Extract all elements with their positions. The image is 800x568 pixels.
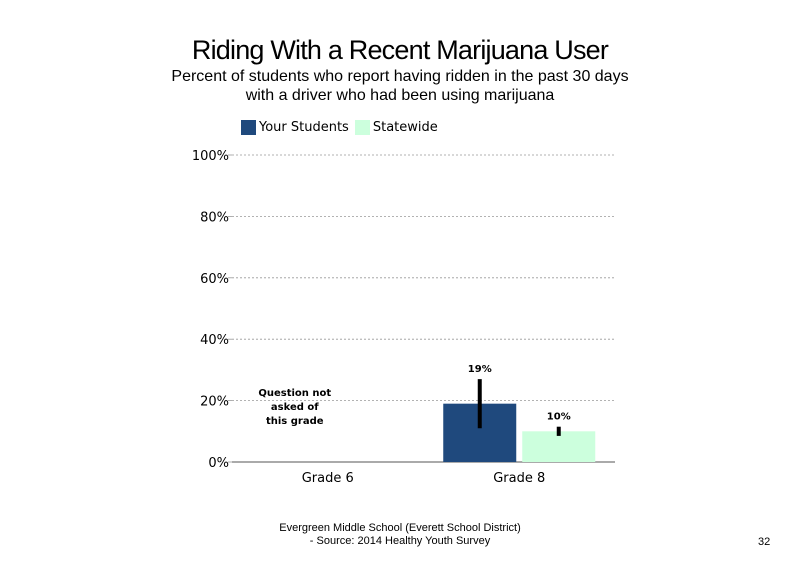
footer-source: - Source: 2014 Healthy Youth Survey bbox=[309, 535, 491, 547]
page-number: 32 bbox=[758, 536, 771, 548]
chart-title: Riding With a Recent Marijuana User bbox=[191, 35, 609, 65]
legend: Your Students Statewide bbox=[241, 119, 444, 136]
legend-label-your-students: Your Students bbox=[259, 120, 349, 135]
data-label: 19% bbox=[468, 364, 492, 375]
y-tick-label: 40% bbox=[200, 333, 229, 348]
legend-label-statewide: Statewide bbox=[372, 120, 438, 135]
annotation-line: this grade bbox=[266, 416, 324, 427]
x-category-label: Grade 6 bbox=[302, 471, 354, 486]
legend-item-your-students: Your Students bbox=[241, 120, 349, 135]
x-category-label: Grade 8 bbox=[493, 471, 545, 486]
legend-item-statewide: Statewide bbox=[354, 120, 438, 135]
bar-statewide bbox=[522, 431, 596, 462]
legend-swatch-your-students bbox=[241, 120, 256, 135]
y-tick-label: 80% bbox=[200, 210, 229, 225]
legend-swatch-statewide bbox=[354, 120, 370, 135]
y-tick-label: 0% bbox=[208, 456, 229, 471]
footer-school: Evergreen Middle School (Everett School … bbox=[279, 522, 521, 534]
annotation-line: Question not bbox=[258, 388, 331, 399]
y-tick-label: 60% bbox=[200, 272, 229, 287]
footer: Evergreen Middle School (Everett School … bbox=[200, 522, 600, 548]
y-tick-label: 20% bbox=[200, 395, 229, 410]
chart-subtitle: Percent of students who report having ri… bbox=[171, 68, 629, 104]
data-label: 10% bbox=[547, 412, 571, 423]
y-tick-label: 100% bbox=[192, 149, 229, 164]
annotation-line: asked of bbox=[271, 402, 319, 413]
